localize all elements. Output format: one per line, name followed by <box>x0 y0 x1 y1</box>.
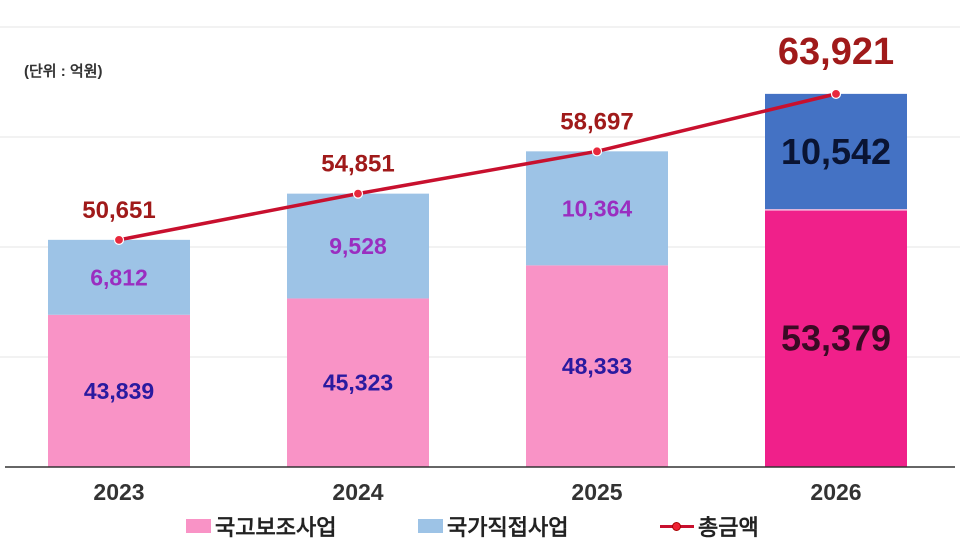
total-marker-icon <box>830 88 842 99</box>
subsidy-value-label: 45,323 <box>323 370 393 396</box>
bar-segment-subsidy <box>526 265 668 467</box>
legend-label: 국고보조사업 <box>215 516 337 541</box>
direct-value-label: 10,542 <box>781 131 891 172</box>
x-axis-label: 2023 <box>93 479 144 505</box>
bar-segment-subsidy <box>765 209 907 467</box>
legend: 국고보조사업 국가직접사업 총금액 <box>0 510 960 542</box>
bar-segment-subsidy <box>287 298 429 467</box>
direct-value-label: 6,812 <box>90 264 148 290</box>
legend-line-marker-icon <box>660 519 694 533</box>
direct-value-label: 10,364 <box>562 195 633 221</box>
total-value-label: 58,697 <box>560 108 633 135</box>
bar-segment-direct <box>526 151 668 266</box>
total-marker-icon <box>113 234 125 245</box>
x-axis-label: 2026 <box>810 479 861 505</box>
subsidy-value-label: 43,839 <box>84 378 154 404</box>
unit-label: (단위 : 억원) <box>24 63 103 80</box>
legend-item-subsidy: 국고보조사업 <box>186 510 336 542</box>
subsidy-value-label: 53,379 <box>781 317 891 358</box>
bar-segment-subsidy <box>48 314 190 467</box>
total-value-label: 50,651 <box>82 197 155 224</box>
subsidy-value-label: 48,333 <box>562 353 632 379</box>
legend-swatch-blue-icon <box>418 519 443 533</box>
x-axis-label: 2025 <box>571 479 622 505</box>
total-value-label: 63,921 <box>778 31 894 73</box>
total-marker-icon <box>591 146 603 157</box>
total-marker-icon <box>352 188 364 199</box>
bar-segment-direct <box>287 193 429 299</box>
bar-segment-direct <box>765 93 907 210</box>
legend-label: 총금액 <box>698 516 759 541</box>
legend-item-direct: 국가직접사업 <box>418 510 568 542</box>
legend-item-total: 총금액 <box>660 510 759 542</box>
bar-segment-direct <box>48 239 190 315</box>
total-line <box>118 92 837 242</box>
legend-label: 국가직접사업 <box>447 516 569 541</box>
direct-value-label: 9,528 <box>329 233 387 259</box>
legend-swatch-pink-icon <box>186 519 211 533</box>
x-axis-label: 2024 <box>332 479 383 505</box>
total-value-label: 54,851 <box>321 151 394 178</box>
